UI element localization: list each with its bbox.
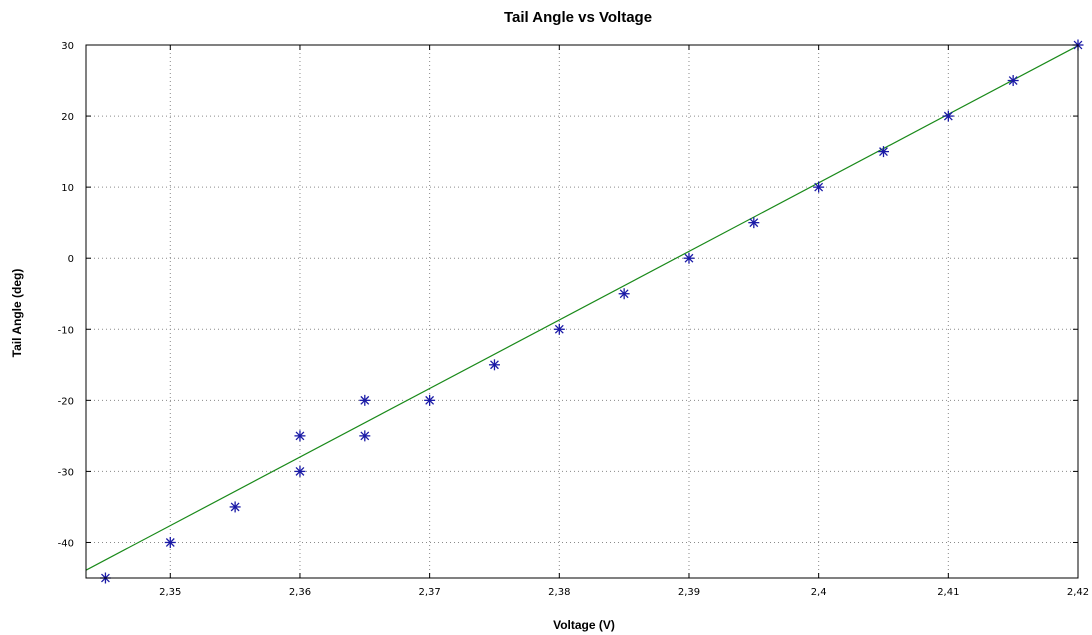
x-tick-label: 2,42 (1067, 587, 1089, 598)
data-point (1007, 75, 1019, 87)
data-point (488, 359, 500, 371)
fit-line-layer (85, 45, 1079, 571)
data-point (424, 394, 436, 406)
x-tick-label: 2,37 (419, 587, 441, 598)
y-tick-label: 10 (61, 183, 74, 194)
data-point (942, 110, 954, 122)
y-tick-label: -30 (58, 467, 74, 478)
y-tick-label: 30 (61, 41, 74, 52)
x-axis-label: Voltage (V) (553, 618, 615, 632)
chart-title: Tail Angle vs Voltage (504, 9, 652, 26)
data-point (164, 536, 176, 548)
data-point (618, 288, 630, 300)
y-tick-label: 0 (68, 254, 74, 265)
x-tick-label: 2,4 (811, 587, 827, 598)
x-tick-label: 2,35 (159, 587, 181, 598)
y-axis-label: Tail Angle (deg) (10, 269, 24, 358)
y-tick-label: 20 (61, 112, 74, 123)
y-tick-label: -20 (58, 396, 74, 407)
data-point (748, 217, 760, 229)
x-tick-label: 2,39 (678, 587, 700, 598)
y-tick-label: -10 (58, 325, 74, 336)
data-points (99, 39, 1084, 584)
x-tick-label: 2,41 (937, 587, 959, 598)
data-point (294, 430, 306, 442)
grid-lines (86, 45, 1078, 578)
x-tick-label: 2,38 (548, 587, 570, 598)
data-point (229, 501, 241, 513)
data-point (359, 394, 371, 406)
data-point (294, 465, 306, 477)
axis-ticks: 2,35 2,36 2,37 2,38 2,39 2,4 2,41 2,42 -40 -30 -20… (58, 41, 1089, 598)
data-point (359, 430, 371, 442)
data-point (683, 252, 695, 264)
x-tick-label: 2,36 (289, 587, 311, 598)
plot-area (85, 44, 1079, 579)
data-point (877, 146, 889, 158)
y-tick-label: -40 (58, 538, 74, 549)
data-point (553, 323, 565, 335)
fit-line (85, 45, 1079, 571)
data-point (813, 181, 825, 193)
